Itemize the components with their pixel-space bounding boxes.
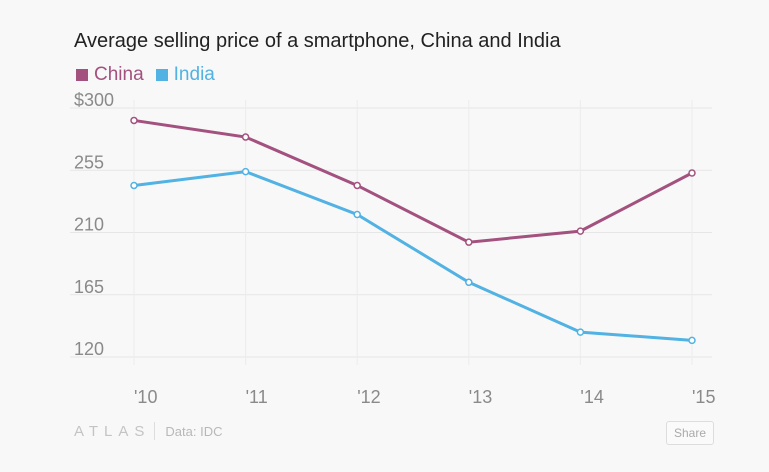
atlas-logo[interactable]: ATLAS: [74, 422, 151, 440]
y-tick-label: 255: [74, 152, 104, 172]
x-tick-label: '12: [357, 387, 380, 407]
divider: [154, 422, 156, 440]
legend-label-india: India: [173, 64, 215, 85]
footer: ATLAS Data: IDC: [74, 422, 222, 440]
y-tick-label: 165: [74, 277, 104, 297]
data-point-india: [241, 167, 250, 176]
data-point-china: [130, 116, 138, 125]
x-tick-label: '15: [692, 387, 715, 407]
y-tick-label: 210: [74, 215, 104, 235]
data-point-china: [353, 181, 361, 190]
legend-label-china: China: [94, 64, 144, 85]
x-tick-label: '11: [246, 387, 268, 407]
x-tick-label: '13: [469, 387, 492, 407]
y-tick-label: 120: [74, 339, 104, 359]
x-tick-label: '14: [580, 387, 603, 407]
data-source: Data: IDC: [165, 423, 223, 439]
series-line-india: [133, 170, 693, 342]
series-line-china: [133, 118, 693, 244]
data-point-china: [688, 169, 696, 177]
legend-india: India: [155, 64, 215, 86]
data-point-china: [465, 238, 473, 246]
y-tick-label: $300: [74, 90, 114, 110]
data-point-india: [688, 336, 696, 345]
legend-swatch-india: [155, 69, 168, 81]
legend-swatch-china: [76, 69, 88, 81]
legend-china: China: [76, 64, 144, 86]
data-point-india: [576, 328, 585, 336]
data-point-china: [241, 133, 250, 141]
chart-title: Average selling price of a smartphone, C…: [74, 30, 561, 52]
share-button[interactable]: Share: [665, 421, 714, 445]
legend: China India: [76, 64, 215, 86]
x-tick-label: '10: [134, 387, 157, 407]
data-point-india: [353, 210, 361, 219]
data-point-india: [465, 278, 473, 287]
data-point-china: [576, 227, 585, 235]
data-point-india: [130, 181, 138, 190]
